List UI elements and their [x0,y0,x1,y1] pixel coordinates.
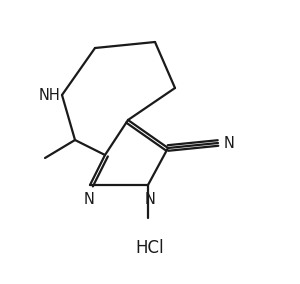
Text: N: N [145,192,155,207]
Text: N: N [224,135,235,151]
Text: NH: NH [38,87,60,103]
Text: HCl: HCl [136,239,164,257]
Text: N: N [84,192,94,207]
